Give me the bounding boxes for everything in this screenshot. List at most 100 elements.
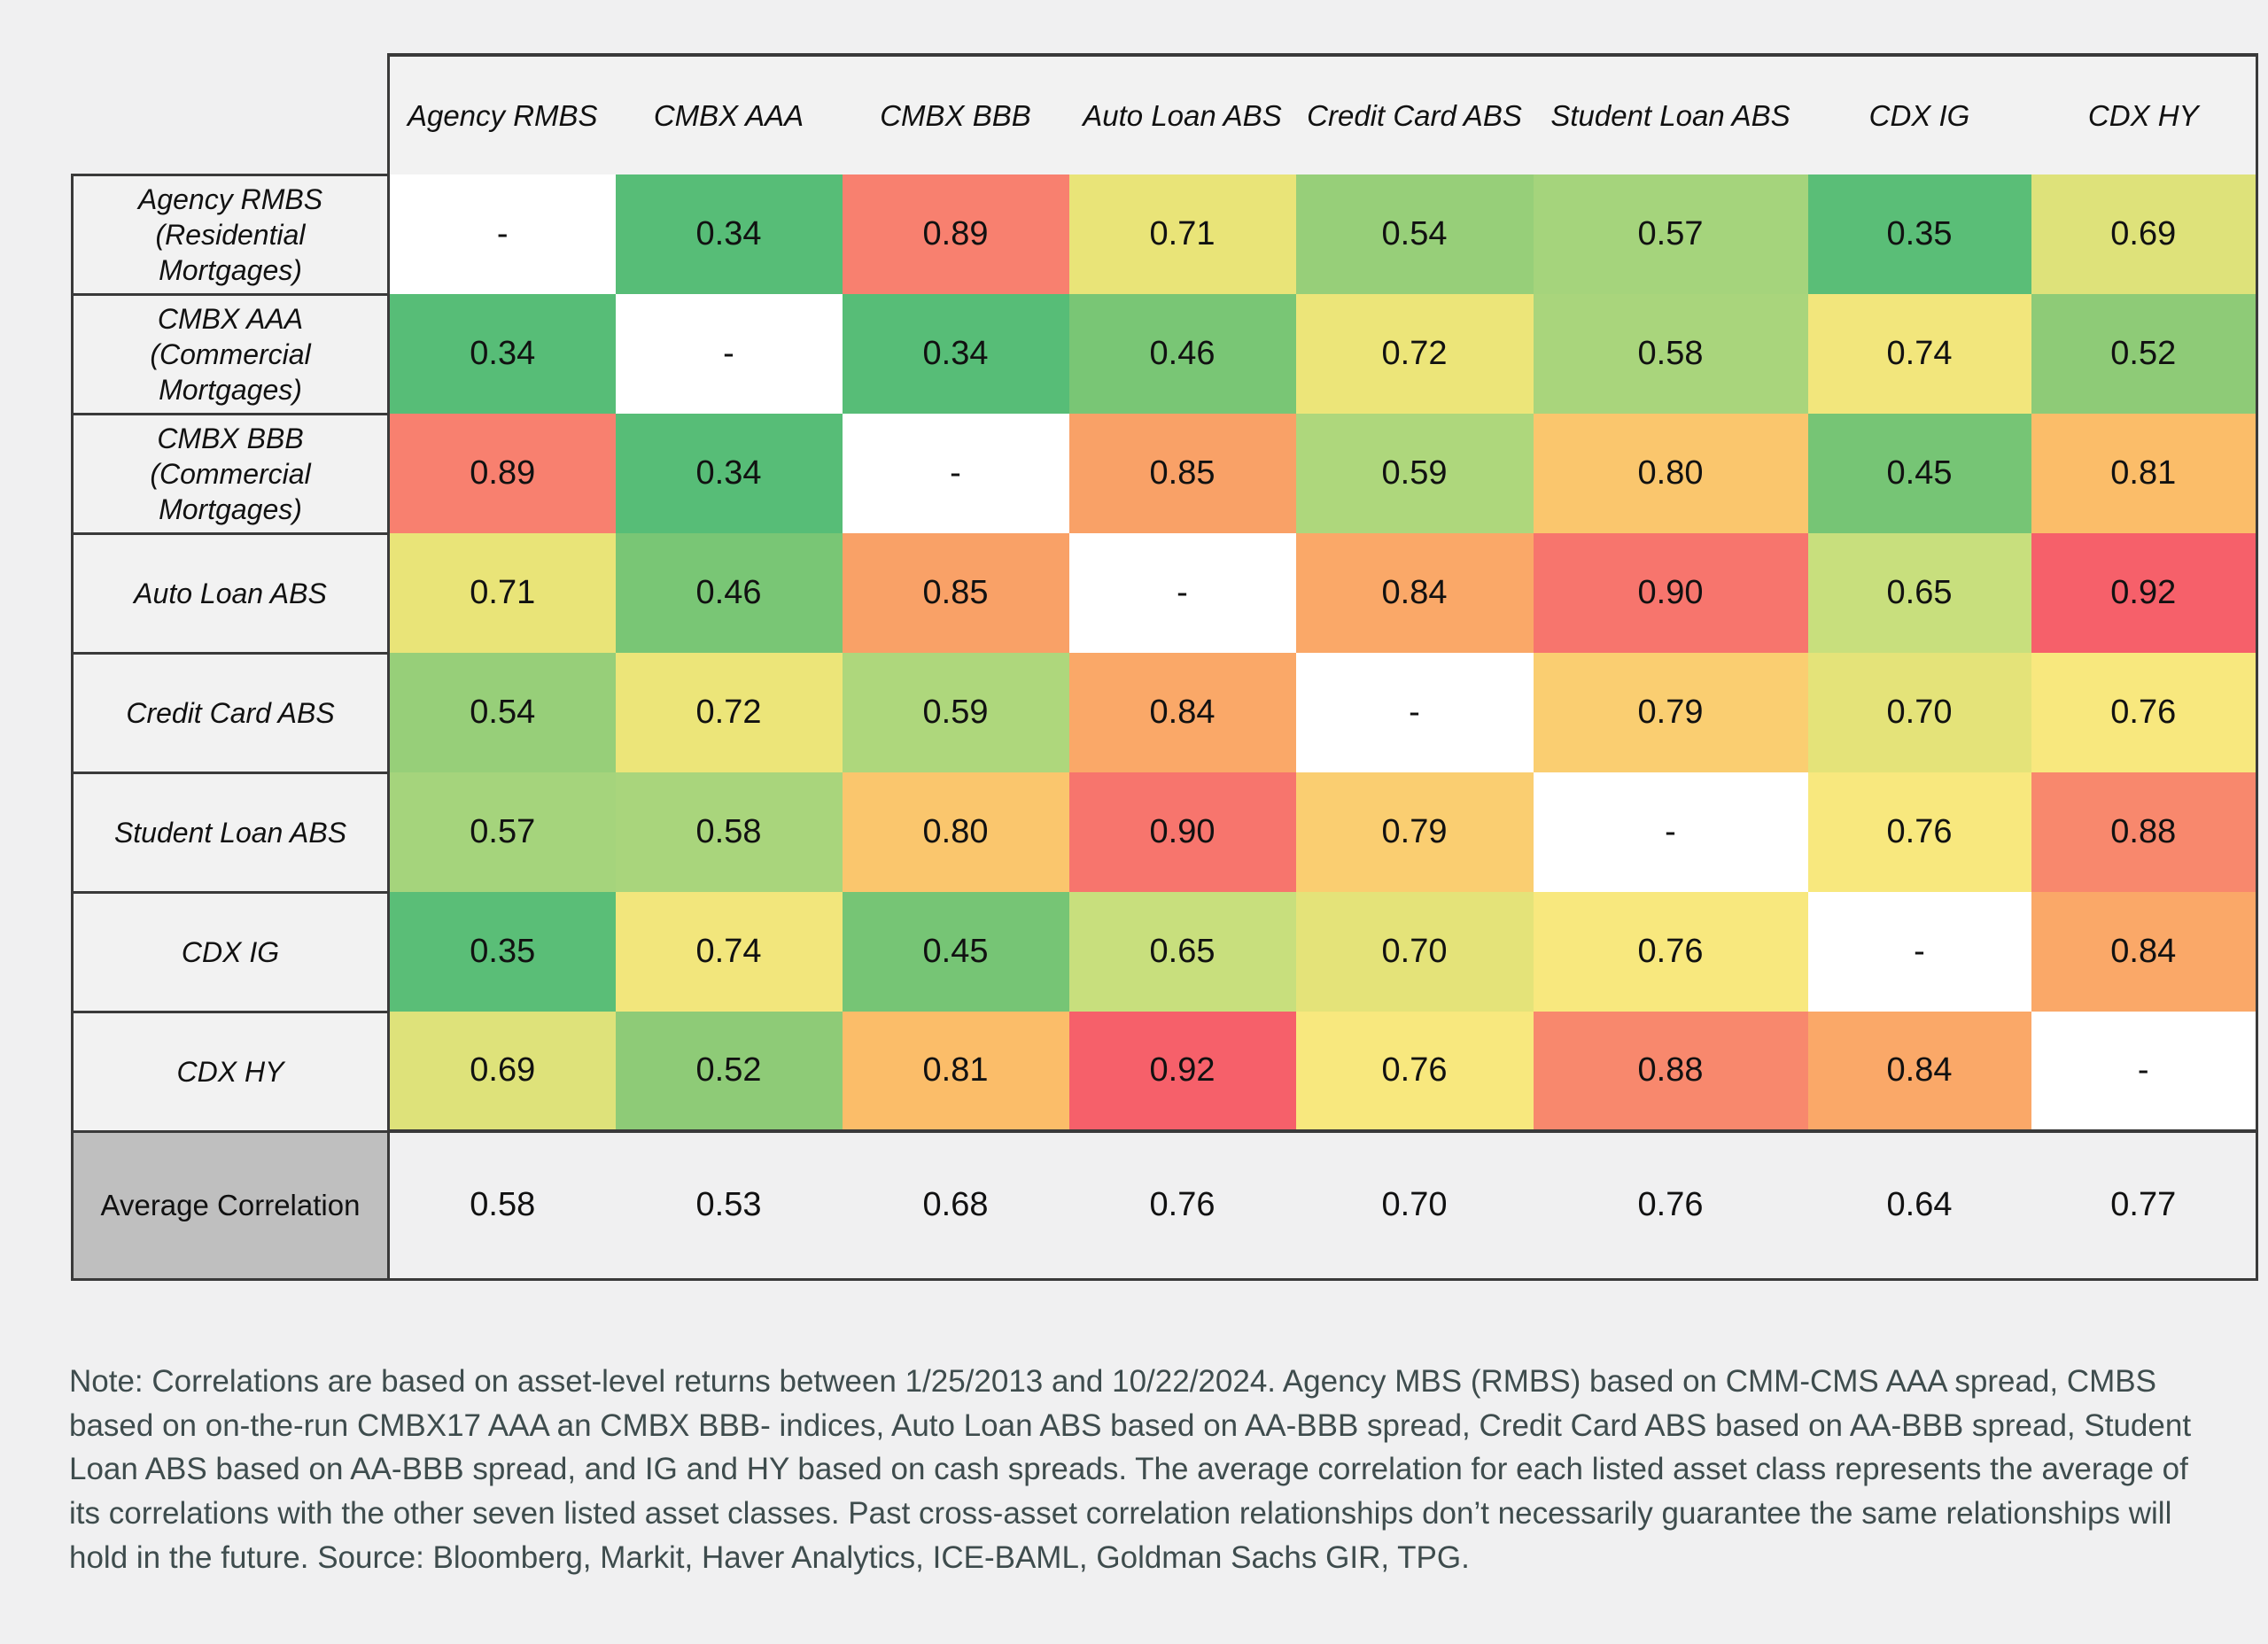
correlation-matrix-table: Agency RMBS CMBX AAA CMBX BBB Auto Loan ABS… [71,53,2258,1281]
matrix-cell: 0.45 [842,892,1069,1012]
matrix-cell: 0.46 [615,533,843,653]
column-header-row: Agency RMBS CMBX AAA CMBX BBB Auto Loan ABS… [73,53,2258,174]
row-header-cdx-ig: CDX IG [71,890,390,1013]
matrix-cell: 0.70 [1807,653,2031,772]
average-correlation-label: Average Correlation [71,1129,390,1281]
matrix-cell: 0.52 [615,1012,843,1131]
correlation-matrix-figure: Agency RMBS CMBX AAA CMBX BBB Auto Loan ABS… [71,53,2258,1281]
matrix-cell: 0.76 [1807,772,2031,892]
matrix-cell: 0.71 [388,533,616,653]
matrix-row-agency-rmbs: Agency RMBS (Residential Mortgages) -0.34… [71,173,2258,296]
footnote-text: Note: Correlations are based on asset-le… [69,1364,2192,1575]
matrix-cell: 0.72 [615,653,843,772]
matrix-cell: 0.90 [1068,772,1296,892]
average-cell: 0.58 [388,1129,616,1281]
matrix-cell: - [2031,1012,2258,1131]
average-cell: 0.64 [1807,1129,2031,1281]
matrix-body: Agency RMBS (Residential Mortgages) -0.34… [71,173,2258,1281]
row-header-cmbx-bbb: CMBX BBB (Commercial Mortgages) [71,412,390,535]
average-cell: 0.70 [1295,1129,1534,1281]
matrix-cell: 0.79 [1295,772,1534,892]
matrix-cell: 0.65 [1807,533,2031,653]
matrix-row-cdx-ig: CDX IG 0.35 0.74 0.45 0.65 0.70 0.76-0.84 [71,890,2258,1013]
matrix-cell: 0.69 [2031,174,2258,294]
matrix-cell: 0.59 [1295,414,1534,533]
row-header-cdx-hy: CDX HY [71,1010,390,1133]
matrix-cell: 0.71 [1068,174,1296,294]
column-header-credit-card-abs: Credit Card ABS [1295,53,1534,174]
matrix-cell: 0.84 [1068,653,1296,772]
row-header-student-loan-abs: Student Loan ABS [71,771,390,894]
matrix-cell: 0.58 [1533,294,1808,414]
matrix-cell: 0.92 [2031,533,2258,653]
matrix-row-cmbx-aaa: CMBX AAA (Commercial Mortgages) 0.34-0.34… [71,292,2258,415]
matrix-row-cdx-hy: CDX HY 0.69 0.52 0.81 0.92 0.76 0.88 0.84- [71,1010,2258,1133]
matrix-cell: 0.57 [1533,174,1808,294]
matrix-cell: 0.76 [1533,892,1808,1012]
matrix-cell: 0.54 [388,653,616,772]
matrix-cell: 0.88 [2031,772,2258,892]
matrix-cell: 0.84 [1807,1012,2031,1131]
matrix-cell: 0.74 [615,892,843,1012]
matrix-cell: 0.89 [842,174,1069,294]
matrix-cell: 0.59 [842,653,1069,772]
row-header-cmbx-aaa: CMBX AAA (Commercial Mortgages) [71,292,390,415]
average-cell: 0.68 [842,1129,1069,1281]
matrix-cell: 0.57 [388,772,616,892]
matrix-cell: 0.52 [2031,294,2258,414]
matrix-cell: - [388,174,616,294]
matrix-cell: 0.85 [842,533,1069,653]
matrix-cell: 0.76 [2031,653,2258,772]
matrix-cell: 0.84 [1295,533,1534,653]
matrix-cell: 0.45 [1807,414,2031,533]
matrix-cell: 0.84 [2031,892,2258,1012]
average-cell: 0.53 [615,1129,843,1281]
matrix-row-auto-loan-abs: Auto Loan ABS 0.71 0.46 0.85-0.84 0.90 0.65 0.… [71,531,2258,655]
matrix-cell: 0.76 [1295,1012,1534,1131]
matrix-cell: 0.69 [388,1012,616,1131]
matrix-cell: 0.35 [1807,174,2031,294]
matrix-cell: 0.80 [1533,414,1808,533]
column-header-cmbx-bbb: CMBX BBB [842,53,1069,174]
matrix-cell: 0.79 [1533,653,1808,772]
matrix-cell: 0.88 [1533,1012,1808,1131]
matrix-cell: 0.74 [1807,294,2031,414]
matrix-cell: 0.34 [388,294,616,414]
column-header-cmbx-aaa: CMBX AAA [615,53,843,174]
matrix-cell: - [842,414,1069,533]
column-header-auto-loan-abs: Auto Loan ABS [1068,53,1296,174]
matrix-cell: 0.34 [615,174,843,294]
matrix-cell: - [1807,892,2031,1012]
matrix-cell: 0.90 [1533,533,1808,653]
matrix-cell: 0.65 [1068,892,1296,1012]
matrix-cell: 0.81 [842,1012,1069,1131]
row-header-auto-loan-abs: Auto Loan ABS [71,531,390,655]
column-header-agency-rmbs: Agency RMBS [387,53,616,174]
matrix-cell: 0.35 [388,892,616,1012]
column-header-cdx-ig: CDX IG [1807,53,2031,174]
matrix-cell: 0.81 [2031,414,2258,533]
matrix-cell: - [1533,772,1808,892]
matrix-cell: 0.54 [1295,174,1534,294]
matrix-cell: 0.72 [1295,294,1534,414]
matrix-cell: - [615,294,843,414]
row-header-agency-rmbs: Agency RMBS (Residential Mortgages) [71,173,390,296]
matrix-row-student-loan-abs: Student Loan ABS 0.57 0.58 0.80 0.90 0.79-0.7… [71,771,2258,894]
row-header-credit-card-abs: Credit Card ABS [71,651,390,774]
matrix-cell: 0.92 [1068,1012,1296,1131]
column-header-cdx-hy: CDX HY [2031,53,2258,174]
matrix-row-credit-card-abs: Credit Card ABS 0.54 0.72 0.59 0.84-0.79 0.70… [71,651,2258,774]
corner-cell [73,55,389,174]
matrix-cell: - [1295,653,1534,772]
matrix-cell: 0.34 [842,294,1069,414]
average-cell: 0.77 [2031,1129,2258,1281]
matrix-cell: 0.34 [615,414,843,533]
matrix-cell: 0.46 [1068,294,1296,414]
column-header-student-loan-abs: Student Loan ABS [1533,53,1808,174]
matrix-cell: 0.89 [388,414,616,533]
matrix-cell: 0.85 [1068,414,1296,533]
matrix-cell: - [1068,533,1296,653]
matrix-row-cmbx-bbb: CMBX BBB (Commercial Mortgages) 0.89 0.34-… [71,412,2258,535]
average-cell: 0.76 [1533,1129,1808,1281]
matrix-cell: 0.58 [615,772,843,892]
